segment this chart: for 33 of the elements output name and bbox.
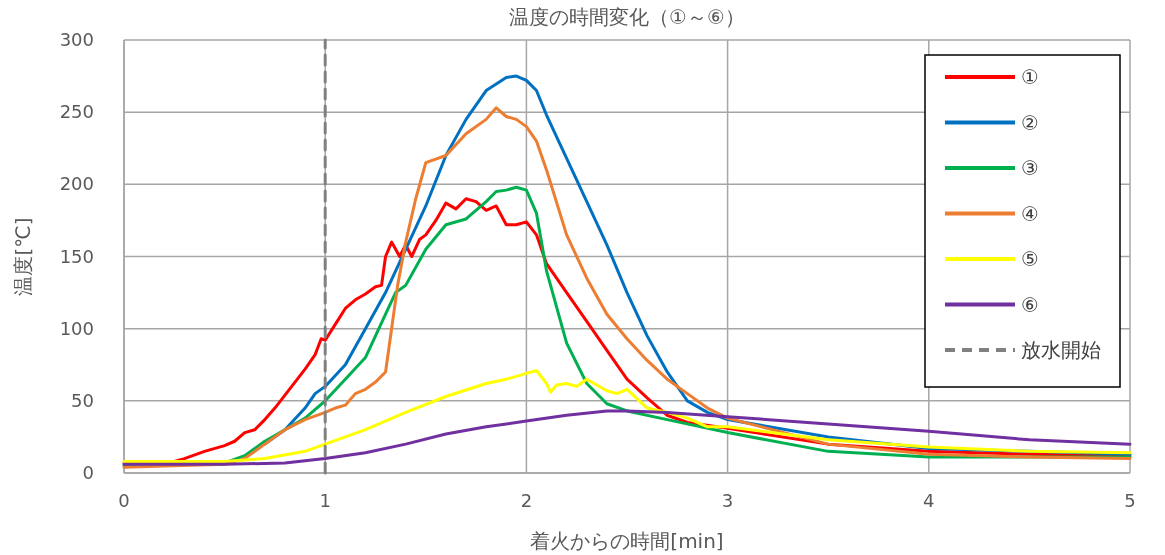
legend-item: 放水開始 xyxy=(945,338,1101,362)
line-series xyxy=(122,409,1132,466)
legend-item: ⑥ xyxy=(945,292,1039,317)
y-axis-title: 温度[℃] xyxy=(11,217,35,296)
legend-item: ⑤ xyxy=(945,247,1039,271)
y-tick-label: 150 xyxy=(59,245,94,267)
legend-label: ⑤ xyxy=(1021,247,1039,271)
chart-title: 温度の時間変化（①～⑥） xyxy=(509,5,745,29)
x-tick-label: 0 xyxy=(118,490,130,511)
x-tick-label: 1 xyxy=(319,490,331,511)
y-tick-label: 100 xyxy=(59,317,94,339)
legend-item: ① xyxy=(945,65,1039,89)
y-tick-label: 50 xyxy=(71,389,94,411)
legend-item: ④ xyxy=(945,201,1039,226)
legend-item: ③ xyxy=(945,156,1039,180)
x-tick-label: 2 xyxy=(520,490,533,511)
y-tick-label: 300 xyxy=(59,29,94,50)
legend-item: ② xyxy=(945,110,1039,135)
line-series xyxy=(122,369,1132,463)
legend-label: ⑥ xyxy=(1021,292,1039,317)
x-tick-label: 5 xyxy=(1124,490,1136,511)
legend-label: ① xyxy=(1021,65,1039,89)
x-tick-label: 4 xyxy=(923,490,935,511)
line-series xyxy=(122,106,1132,469)
y-tick-label: 0 xyxy=(82,462,94,483)
legend-label: ② xyxy=(1021,110,1039,135)
y-tick-label: 200 xyxy=(59,173,94,195)
legend-label: ④ xyxy=(1021,201,1039,226)
legend-label: 放水開始 xyxy=(1021,338,1101,362)
x-axis-title: 着火からの時間[min] xyxy=(530,529,724,553)
x-tick-label: 3 xyxy=(721,490,734,511)
y-tick-label: 250 xyxy=(59,101,94,123)
legend-label: ③ xyxy=(1021,156,1039,180)
